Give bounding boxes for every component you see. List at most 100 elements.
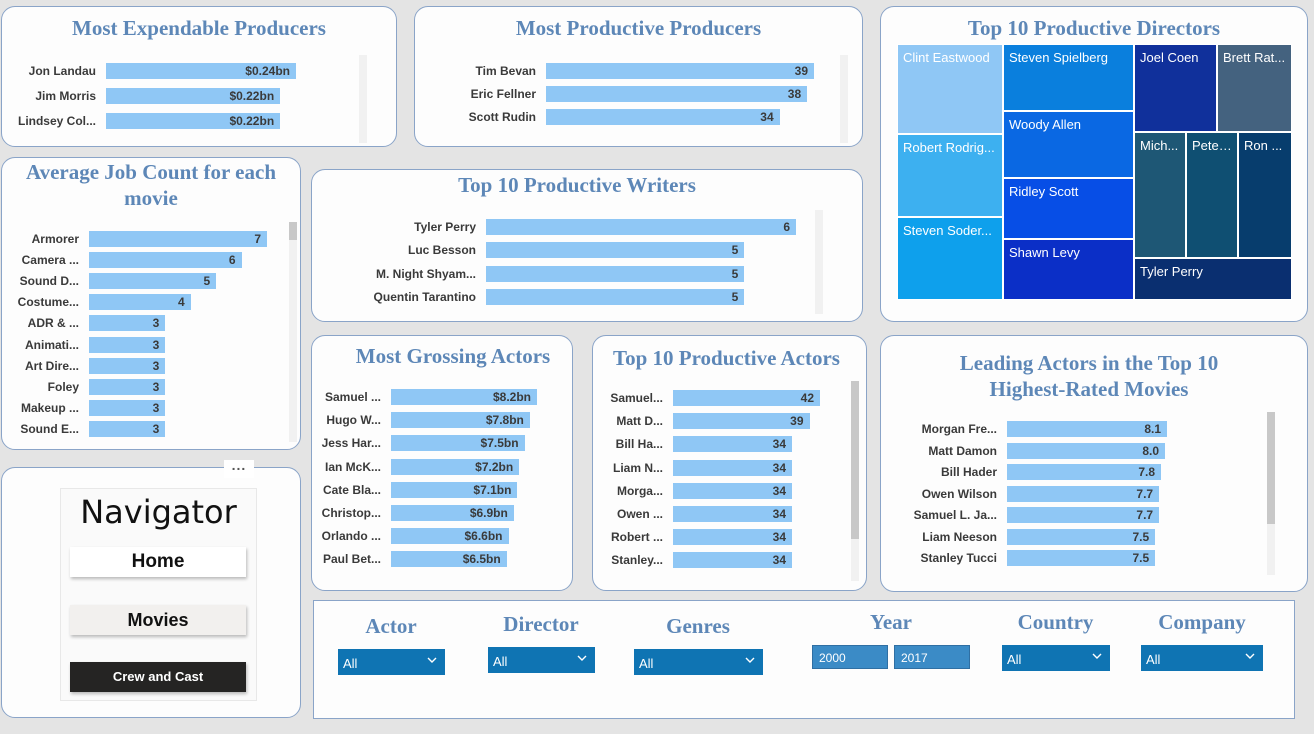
job-count-card: Average Job Count for each movie Armorer… [1,157,301,450]
bar-value-label: 8.0 [1142,443,1160,458]
bar-value-label: 5 [731,243,739,258]
bar[interactable]: 42 [673,390,820,406]
bar[interactable]: 3 [89,399,166,416]
more-options-button[interactable]: ... [224,458,254,478]
bar-value-label: $0.22bn [229,89,275,103]
bar[interactable]: 7.7 [1007,507,1160,523]
bar-value-label: $8.2bn [492,390,531,404]
bar[interactable]: 34 [673,482,792,499]
treemap-tile[interactable]: Tyler Perry [1134,258,1292,300]
bar[interactable]: 5 [486,288,745,305]
bar[interactable]: 34 [673,552,792,569]
bar[interactable]: 5 [89,273,217,290]
bar-label: Matt Damon [928,443,997,458]
bar[interactable]: $7.5bn [391,435,525,452]
bar-label: Jon Landau [28,64,96,78]
bar[interactable]: 3 [89,378,166,395]
actor-dropdown[interactable]: All [338,649,445,675]
bar[interactable]: 6 [89,252,242,269]
leading-actors-scrollbar[interactable] [1267,412,1275,575]
bar-label: Morgan Fre... [921,422,997,436]
bar-value-label: 39 [794,64,808,78]
bar-value-label: 38 [787,87,802,101]
bar[interactable]: $7.8bn [391,412,530,429]
treemap-tile-label: Shawn Levy [1009,245,1080,260]
bar[interactable]: $6.9bn [391,505,514,521]
job-count-scrollbar[interactable] [289,222,297,442]
productive-producers-scrollbar[interactable] [840,55,848,143]
treemap-tile[interactable]: Mich... [1134,132,1186,258]
bar-label: Liam Neeson [922,529,997,544]
expendable-producers-scrollbar[interactable] [359,55,367,143]
bar[interactable]: $0.22bn [106,113,281,129]
bar[interactable]: 7.8 [1007,464,1162,480]
company-dropdown[interactable]: All [1141,645,1263,671]
bar[interactable]: 6 [486,219,796,235]
bar[interactable]: $7.2bn [391,458,520,475]
home-button[interactable]: Home [70,547,246,577]
bar[interactable]: 39 [673,413,810,430]
bar[interactable]: 8.1 [1007,421,1167,437]
treemap-tile[interactable]: Peter... [1186,132,1238,258]
bar[interactable]: 3 [89,336,166,353]
crew-and-cast-button[interactable]: Crew and Cast [70,662,246,692]
bar[interactable]: $0.22bn [106,88,281,104]
leading-actors-title: Leading Actors in the Top 10 Highest-Rat… [959,351,1219,401]
bar[interactable]: 5 [486,242,745,259]
treemap-tile[interactable]: Ron ... [1238,132,1292,258]
treemap-tile[interactable]: Steven Spielberg [1003,44,1134,111]
bar[interactable]: 7.5 [1007,528,1156,545]
bar[interactable]: 4 [89,294,191,311]
bar[interactable]: 3 [89,357,166,374]
treemap-tile[interactable]: Steven Soder... [897,217,1003,300]
bar-value-label: 34 [772,483,786,498]
genres-dropdown[interactable]: All [634,649,763,675]
bar[interactable]: 8.0 [1007,442,1166,459]
year-slicer-label: Year [870,610,912,634]
treemap-tile[interactable]: Robert Rodrig... [897,134,1003,217]
treemap-tile[interactable]: Ridley Scott [1003,178,1134,239]
bar[interactable]: 39 [546,63,814,79]
treemap-tile[interactable]: Woody Allen [1003,111,1134,178]
bar[interactable]: $6.5bn [391,551,507,568]
grossing-actors-title: Most Grossing Actors [355,344,551,368]
navigator-title: Navigator [80,493,237,531]
bar[interactable]: $6.6bn [391,528,509,545]
bar[interactable]: 3 [89,315,166,332]
bar-value-label: $6.6bn [464,529,503,544]
productive-actors-scrollbar[interactable] [851,381,859,581]
director-dropdown[interactable]: All [488,647,595,673]
bar-value-label: 4 [178,295,185,310]
treemap-tile[interactable]: Shawn Levy [1003,239,1134,300]
bar[interactable]: 38 [546,86,808,102]
year-to-input[interactable]: 2017 [894,645,970,669]
year-from-input[interactable]: 2000 [812,645,888,669]
treemap-tile[interactable]: Joel Coen [1134,44,1217,132]
bar-label: Costume... [17,295,79,310]
bar[interactable]: 34 [673,506,792,522]
treemap-tile[interactable]: Brett Rat... [1217,44,1292,132]
movies-button[interactable]: Movies [70,605,246,635]
bar[interactable]: 7 [89,231,267,247]
bar-value-label: 6 [783,220,790,234]
bar[interactable]: $7.1bn [391,481,518,498]
bar-label: Christop... [321,506,381,520]
bar[interactable]: 34 [673,459,792,476]
bar-label: Quentin Tarantino [373,289,476,304]
bar[interactable]: 7.5 [1007,550,1156,566]
bar-label: Foley [47,379,79,394]
writers-scrollbar[interactable] [815,210,823,314]
productive-actors-title: Top 10 Productive Actors [613,346,840,370]
bar[interactable]: 34 [546,109,780,125]
bar[interactable]: $8.2bn [391,389,537,405]
directors-card: Top 10 Productive Directors Clint Eastwo… [880,6,1308,322]
country-dropdown[interactable]: All [1002,645,1110,671]
bar[interactable]: 5 [486,265,745,282]
bar-value-label: 7 [254,232,261,246]
bar[interactable]: $0.24bn [106,63,296,79]
bar[interactable]: 34 [673,529,792,546]
bar[interactable]: 3 [89,420,166,437]
bar[interactable]: 7.7 [1007,485,1160,502]
bar[interactable]: 34 [673,436,792,453]
treemap-tile[interactable]: Clint Eastwood [897,44,1003,134]
